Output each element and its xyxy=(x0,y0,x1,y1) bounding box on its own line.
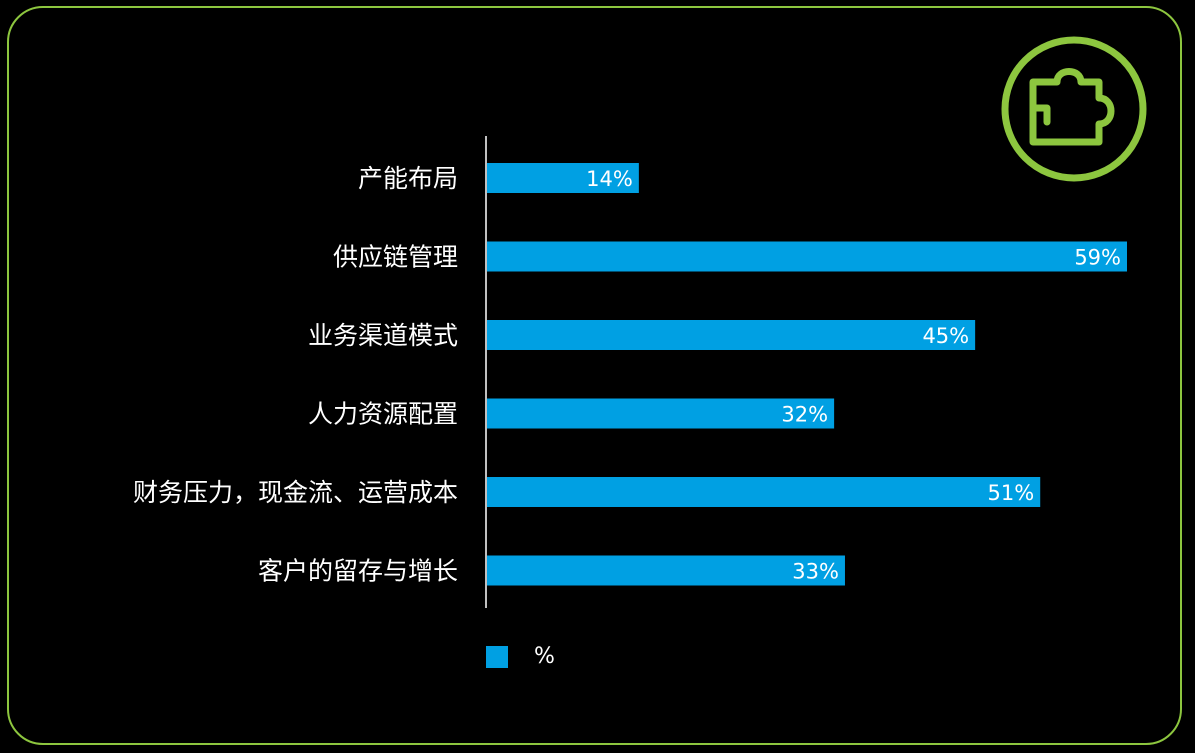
bar-0 xyxy=(487,163,639,193)
bar-4 xyxy=(487,477,1041,507)
legend-label: % xyxy=(534,644,555,669)
bar-5 xyxy=(487,555,845,586)
category-label-4: 财务压力，现金流、运营成本 xyxy=(133,478,458,507)
category-label-3: 人力资源配置 xyxy=(308,400,458,429)
bars-group: 14% 产能布局 59% 供应链管理 45% 业务渠道模式 32% 人力资源配置 51% 财务压力… xyxy=(133,163,1127,586)
category-label-0: 产能布局 xyxy=(358,164,458,193)
chart-frame xyxy=(7,6,1182,745)
bar-value-label-3: 32% xyxy=(781,403,828,427)
puzzle-piece-icon xyxy=(1001,36,1147,182)
bar-value-label-1: 59% xyxy=(1074,246,1121,270)
bar-value-label-5: 33% xyxy=(792,560,839,584)
category-label-2: 业务渠道模式 xyxy=(308,321,458,350)
bar-value-label-4: 51% xyxy=(988,481,1035,505)
legend-swatch xyxy=(486,645,508,668)
bar-3 xyxy=(487,398,835,429)
category-label-1: 供应链管理 xyxy=(333,243,458,272)
legend: % xyxy=(486,644,555,669)
bar-2 xyxy=(487,320,976,350)
bar-1 xyxy=(487,241,1127,272)
bar-value-label-0: 14% xyxy=(586,167,633,191)
bar-value-label-2: 45% xyxy=(922,324,969,348)
category-label-5: 客户的留存与增长 xyxy=(258,557,458,586)
